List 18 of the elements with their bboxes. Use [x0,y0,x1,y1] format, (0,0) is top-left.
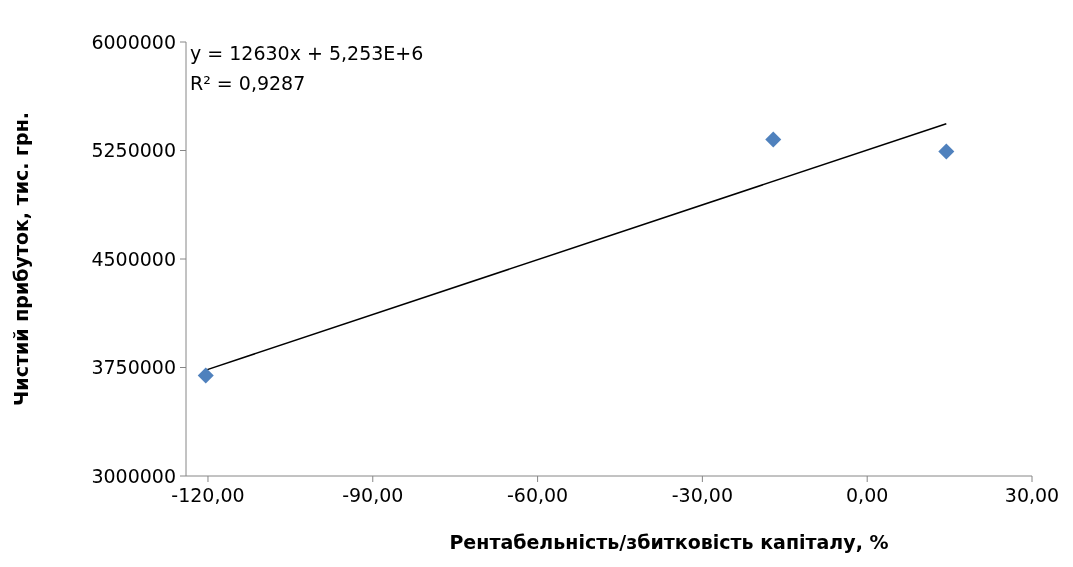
x-tick-label: -120,00 [171,484,245,506]
x-tick-label: -30,00 [671,484,734,506]
point [197,367,214,384]
annotation: R² = 0,9287 [190,72,306,94]
point [765,131,782,148]
y-axis-title: Чистий прибуток, тис. грн. [10,112,32,406]
y-tick-label: 5250000 [91,139,176,162]
x-tick-label: -90,00 [342,484,404,506]
x-axis-title: Рентабельність/збитковість капіталу, % [449,531,889,553]
x-tick-label: -60,00 [506,484,569,506]
y-tick-label: 3000000 [91,464,176,487]
point [938,143,955,160]
x-tick-label: 30,00 [1004,484,1060,506]
y-tick-label: 3750000 [91,356,176,379]
x-tick-label: 0,00 [846,484,889,506]
y-tick-label: 4500000 [91,247,176,270]
y-tick-label: 6000000 [91,30,176,53]
annotation: y = 12630x + 5,253E+6 [190,42,424,64]
